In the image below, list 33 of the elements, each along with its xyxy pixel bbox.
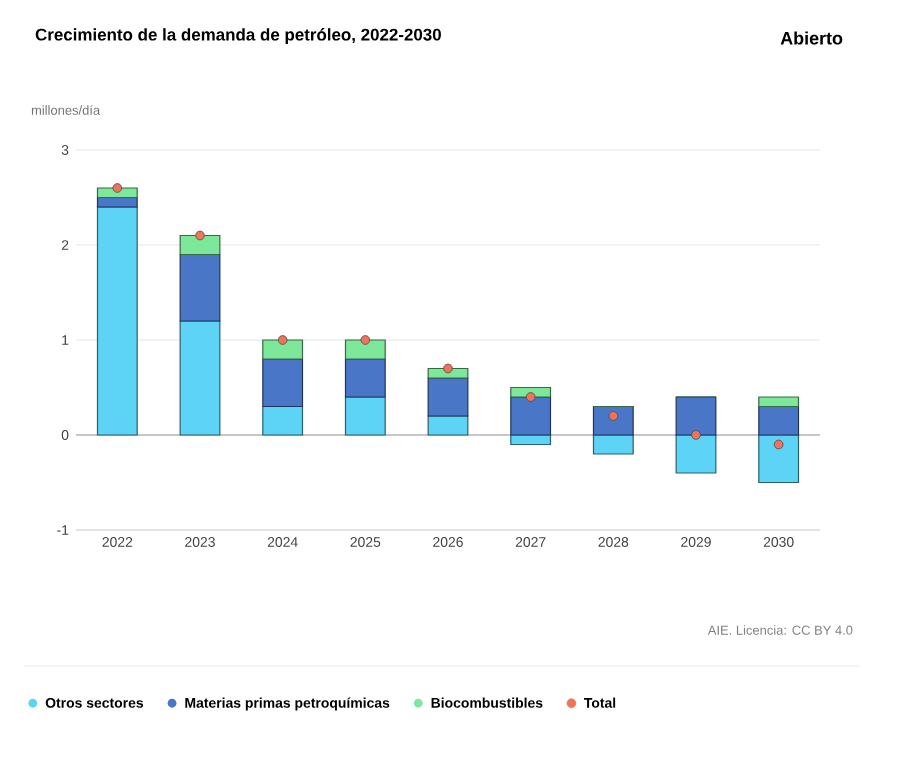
bar bbox=[96, 206, 138, 436]
point bbox=[608, 411, 619, 421]
chart-title: Crecimiento de la demanda de petróleo, 2022-2030 bbox=[35, 28, 441, 44]
point bbox=[195, 230, 205, 241]
bar bbox=[675, 434, 717, 474]
bar bbox=[179, 234, 221, 256]
bar bbox=[262, 405, 304, 436]
point bbox=[525, 392, 536, 402]
bar bbox=[758, 434, 800, 484]
bar bbox=[344, 396, 386, 436]
point bbox=[773, 439, 784, 450]
bar bbox=[96, 187, 138, 199]
bar bbox=[427, 415, 469, 436]
bar bbox=[758, 405, 800, 436]
bar bbox=[758, 396, 800, 408]
bar bbox=[675, 396, 717, 436]
bar bbox=[344, 339, 386, 360]
bar bbox=[179, 320, 221, 436]
point bbox=[277, 335, 288, 345]
point bbox=[112, 183, 123, 193]
point bbox=[443, 363, 453, 374]
point bbox=[691, 430, 701, 440]
bar bbox=[427, 377, 469, 417]
text: Abierto bbox=[780, 31, 843, 45]
bar bbox=[179, 253, 221, 322]
bar bbox=[96, 196, 138, 208]
bar bbox=[510, 396, 552, 436]
bar bbox=[592, 434, 634, 455]
bar bbox=[510, 386, 552, 398]
point bbox=[360, 335, 371, 345]
bar bbox=[344, 358, 386, 398]
bar bbox=[262, 339, 304, 360]
bar bbox=[262, 358, 304, 408]
